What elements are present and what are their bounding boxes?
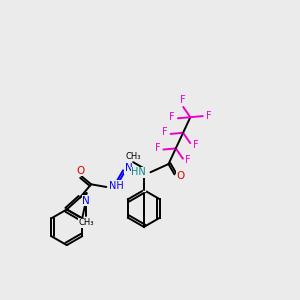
- Text: CH₃: CH₃: [78, 218, 94, 227]
- Text: N: N: [82, 196, 90, 206]
- Text: N: N: [124, 164, 132, 173]
- Text: CH₃: CH₃: [126, 152, 142, 161]
- Text: F: F: [185, 155, 191, 165]
- Text: F: F: [169, 112, 174, 122]
- Text: HN: HN: [131, 167, 146, 177]
- Text: O: O: [176, 171, 184, 181]
- Text: O: O: [76, 166, 84, 176]
- Text: NH: NH: [110, 181, 124, 190]
- Text: F: F: [155, 143, 161, 153]
- Text: F: F: [163, 128, 168, 137]
- Text: F: F: [193, 140, 198, 149]
- Text: F: F: [180, 95, 186, 105]
- Text: F: F: [206, 111, 211, 121]
